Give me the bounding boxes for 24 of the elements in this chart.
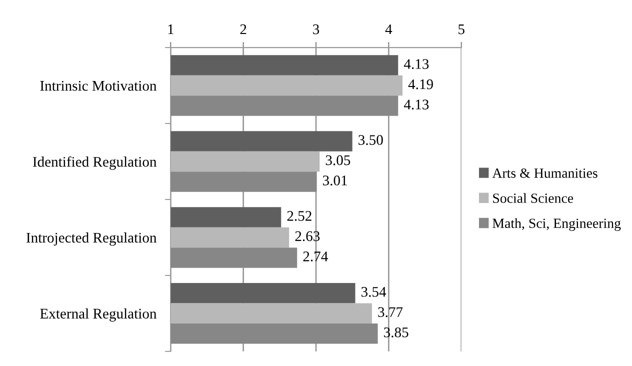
x-tick-label: 3 (313, 24, 320, 34)
x-tick-label: 4 (385, 24, 392, 34)
legend-label: Social Science (493, 193, 574, 203)
data-label: 2.52 (287, 211, 312, 221)
y-tick-label: External Regulation (40, 308, 157, 322)
data-label: 4.13 (404, 100, 429, 110)
data-label: 4.19 (408, 79, 433, 90)
data-label: 4.13 (404, 59, 429, 70)
data-label: 3.85 (384, 327, 408, 338)
data-label: 3.54 (362, 286, 386, 297)
x-tick-label: 5 (458, 24, 464, 34)
data-label: 3.01 (322, 176, 347, 186)
data-label: 2.74 (303, 252, 328, 262)
y-tick-label: Intrinsic Motivation (40, 80, 157, 91)
data-label: 2.63 (295, 231, 320, 242)
y-tick-label: Introjected Regulation (26, 232, 157, 246)
data-label: 3.05 (326, 155, 350, 166)
x-tick-label: 1 (168, 24, 174, 34)
data-label: 3.77 (378, 307, 403, 318)
data-label: 3.50 (358, 135, 383, 145)
x-tick-label: 2 (240, 24, 246, 34)
y-tick-label: Identified Regulation (32, 156, 157, 170)
legend-label: Arts & Humanities (492, 168, 598, 178)
legend-label: Math, Sci, Engineering (492, 218, 621, 231)
